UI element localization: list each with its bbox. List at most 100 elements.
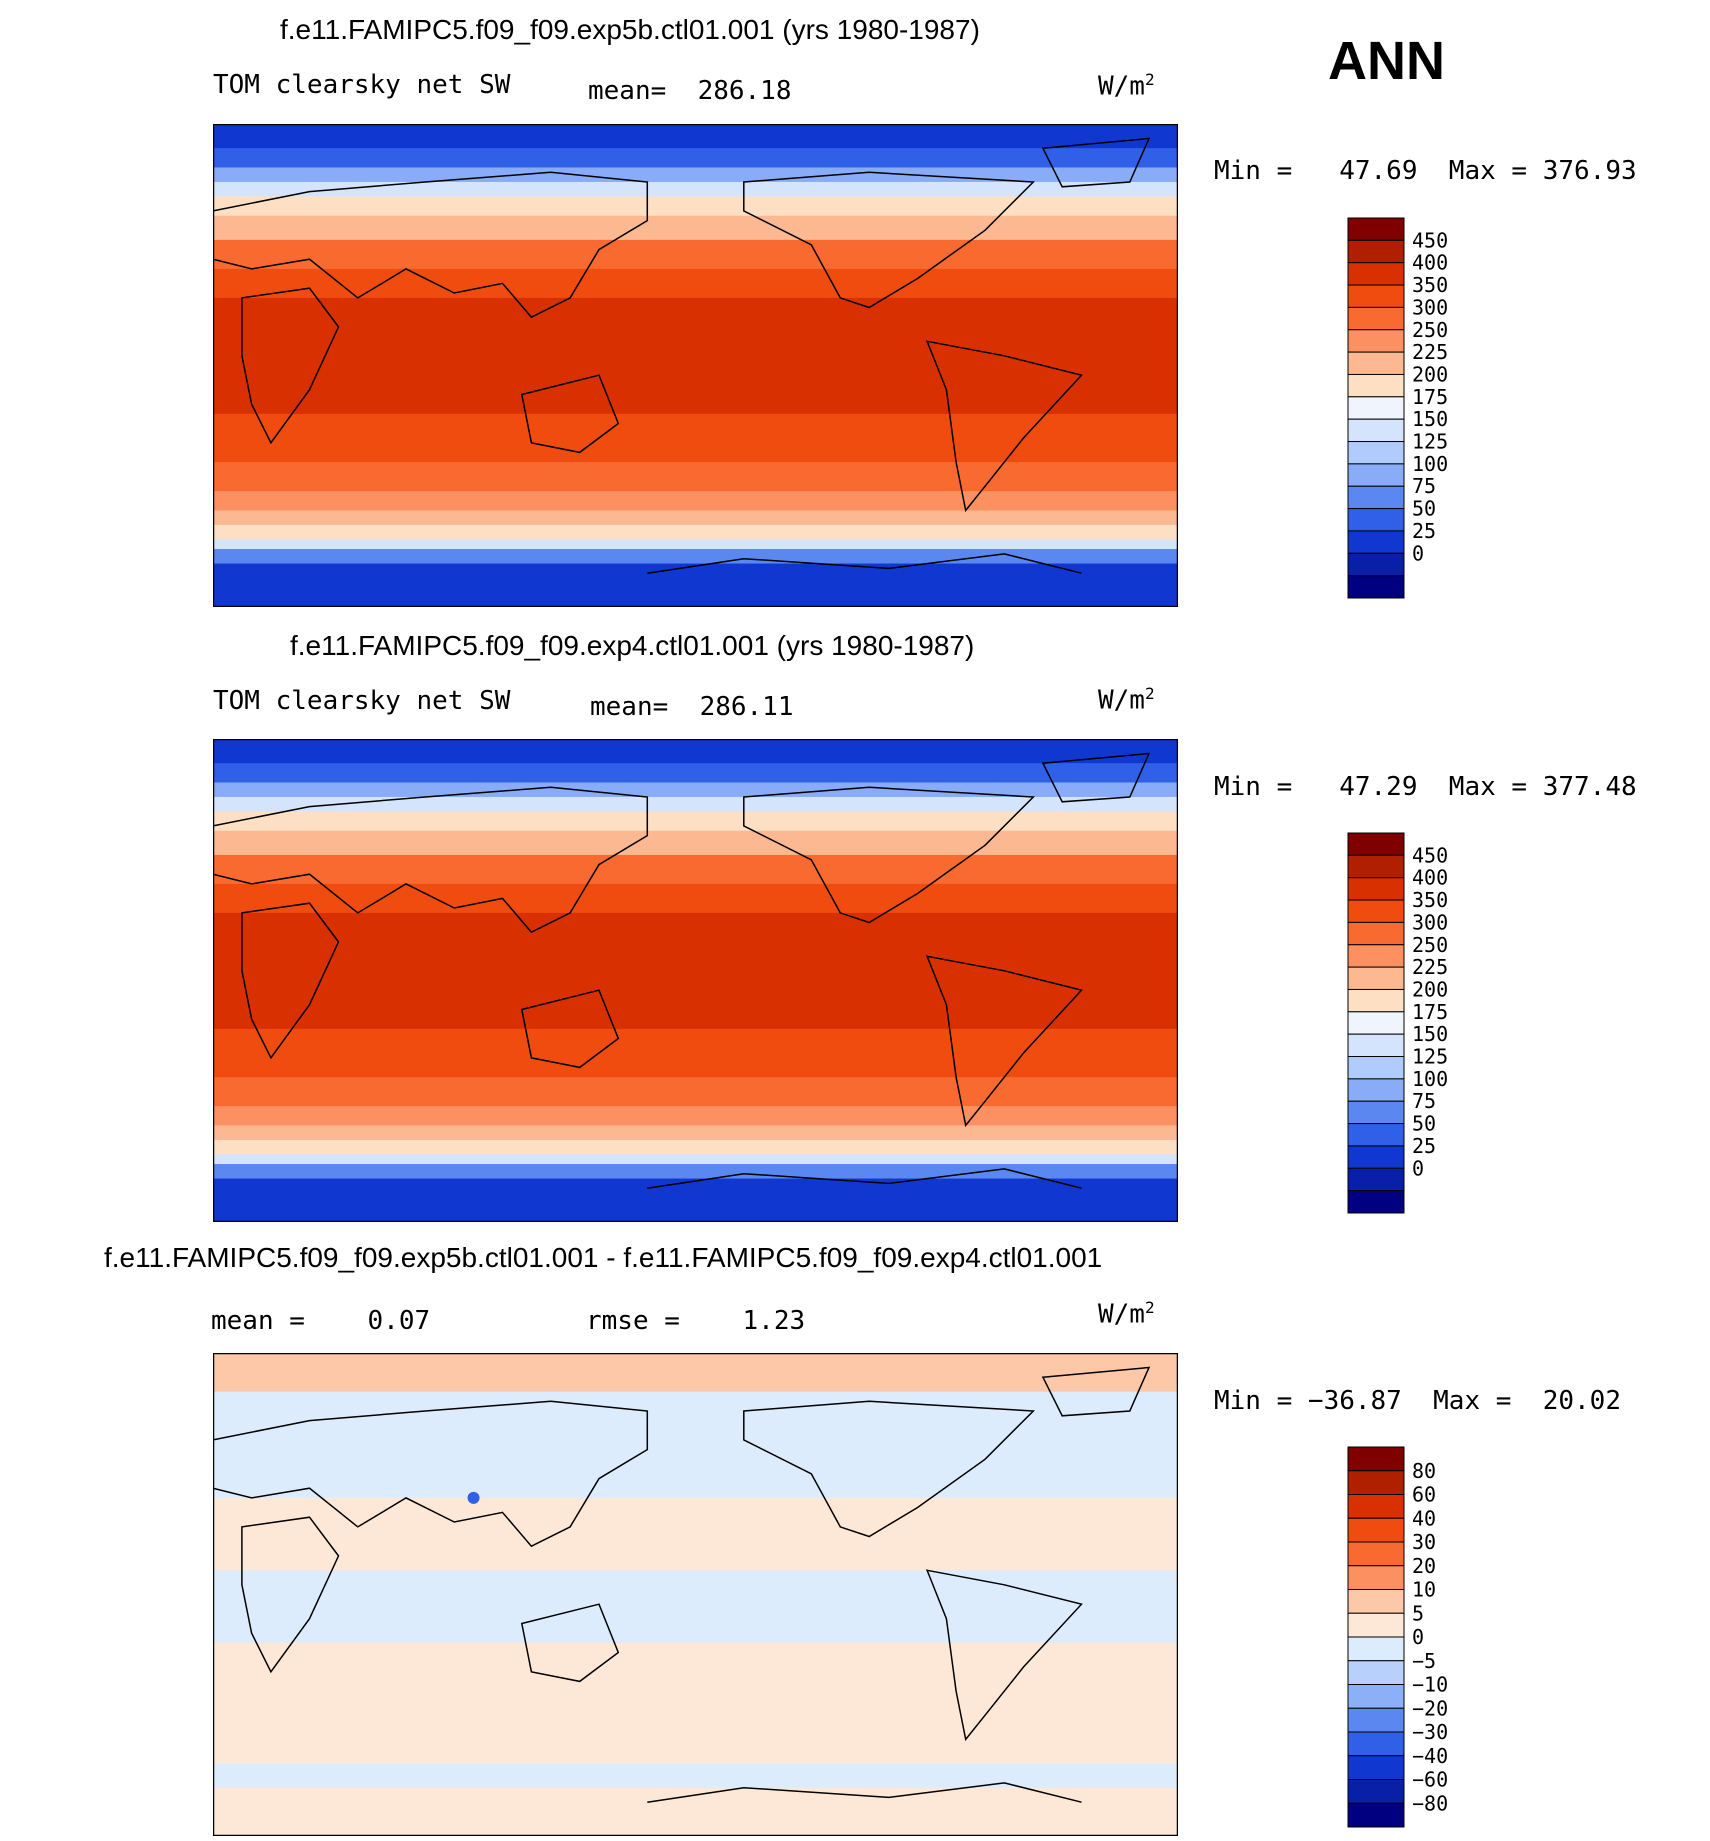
colorbar-tick-label: 40: [1412, 1506, 1436, 1530]
colorbar-swatch: [1347, 418, 1405, 443]
colorbar-swatch: [1347, 988, 1405, 1013]
colorbar-tick-label: 350: [1412, 888, 1448, 912]
colorbar-tick-label: 10: [1412, 1578, 1436, 1602]
coastline: [520, 374, 620, 454]
contour-band: [213, 1077, 1178, 1108]
coastline: [241, 1516, 340, 1674]
colorbar-swatch: [1347, 921, 1405, 946]
coastline: [647, 1782, 1082, 1803]
colorbar-tick-label: 175: [1412, 1000, 1448, 1024]
colorbar-tick-label: −10: [1412, 1673, 1448, 1697]
colorbar-tick-label: 350: [1412, 273, 1448, 297]
colorbar-tick-label: 300: [1412, 910, 1448, 934]
colorbar-swatch: [1347, 1494, 1405, 1519]
colorbar-tick-label: 225: [1412, 340, 1448, 364]
colorbar-swatch: [1347, 1731, 1405, 1757]
contour-band: [213, 563, 1178, 607]
colorbar-swatch: [1347, 329, 1405, 353]
panel-1-mean-label: mean= 286.18: [588, 76, 792, 106]
contour-band: [213, 196, 1178, 217]
coastline: [925, 1569, 1083, 1742]
contour-band: [213, 854, 1178, 885]
panel-3-title: f.e11.FAMIPC5.f09_f09.exp5b.ctl01.001 - …: [104, 1242, 1103, 1273]
colorbar-swatch: [1347, 217, 1405, 241]
panel-1-units: W/m2: [1098, 70, 1155, 102]
colorbar-swatch: [1347, 262, 1405, 286]
panel-1-minmax: Min = 47.69 Max = 376.93: [1214, 156, 1637, 186]
colorbar-tick-label: −20: [1412, 1696, 1448, 1720]
colorbar-swatch: [1347, 1011, 1405, 1035]
colorbar-swatch: [1347, 441, 1405, 465]
colorbar-swatch: [1347, 396, 1405, 420]
contour-band: [213, 1028, 1178, 1079]
colorbar-tick-label: 450: [1412, 843, 1448, 867]
panel-1-title: f.e11.FAMIPC5.f09_f09.exp5b.ctl01.001 (y…: [280, 14, 980, 45]
contour-band: [213, 462, 1178, 493]
colorbar-swatch: [1347, 1755, 1405, 1780]
colorbar-tick-label: 125: [1412, 430, 1448, 454]
contour-band: [213, 739, 1178, 765]
contour-band: [213, 1125, 1178, 1141]
colorbar-tick-label: 450: [1412, 228, 1448, 252]
colorbar-tick-label: −80: [1412, 1791, 1448, 1815]
colorbar-tick-label: 0: [1412, 1625, 1424, 1649]
colorbar-swatch: [1347, 1707, 1405, 1733]
colorbar-swatch: [1347, 306, 1405, 331]
colorbar-tick-label: 150: [1412, 1022, 1448, 1046]
colorbar-tick-label: 50: [1412, 1112, 1436, 1136]
colorbar-swatch: [1347, 1056, 1405, 1080]
colorbar-swatch: [1347, 530, 1405, 554]
colorbar-swatch: [1347, 1190, 1405, 1214]
contour-band: [213, 268, 1178, 299]
colorbar-tick-label: 225: [1412, 955, 1448, 979]
coastline: [647, 553, 1082, 574]
panel-1-variable-label: TOM clearsky net SW: [213, 70, 511, 100]
colorbar-tick-label: 30: [1412, 1530, 1436, 1554]
contour-band: [213, 524, 1178, 541]
contour-band: [213, 956, 1178, 1030]
colorbar-swatch: [1347, 485, 1405, 510]
panel-2-mean-label: mean= 286.11: [590, 692, 794, 722]
colorbar-tick-label: −30: [1412, 1720, 1448, 1744]
contour-band: [213, 167, 1178, 183]
panel-3-minmax: Min = −36.87 Max = 20.02: [1214, 1386, 1621, 1416]
coastline: [925, 955, 1083, 1128]
coastline: [520, 1603, 620, 1683]
panel-2-minmax: Min = 47.29 Max = 377.48: [1214, 772, 1637, 802]
coastline: [925, 340, 1083, 513]
panel-3-mean-label: mean = 0.07: [211, 1306, 431, 1336]
contour-band: [213, 1391, 1178, 1499]
colorbar-swatch: [1347, 284, 1405, 308]
contour-band: [213, 1570, 1178, 1644]
colorbar-swatch: [1347, 832, 1405, 856]
contour-band: [213, 1497, 1178, 1572]
coastline: [743, 1400, 1036, 1538]
colorbar-tick-label: 25: [1412, 1134, 1436, 1158]
coastline: [213, 1400, 649, 1548]
contour-band: [213, 1164, 1178, 1180]
coastline: [213, 171, 649, 319]
colorbar-swatch: [1347, 552, 1405, 577]
colorbar-tick-label: 250: [1412, 933, 1448, 957]
colorbar-tick-label: 60: [1412, 1483, 1436, 1507]
colorbar-tick-label: 80: [1412, 1459, 1436, 1483]
coastline: [743, 786, 1036, 924]
colorbar-swatch: [1347, 1636, 1405, 1662]
contour-band: [213, 1642, 1178, 1765]
colorbar-tick-label: 25: [1412, 519, 1436, 543]
colorbar-swatch: [1347, 1033, 1405, 1058]
colorbar-swatch: [1347, 239, 1405, 264]
coastline: [1041, 1366, 1151, 1417]
colorbar-swatch: [1347, 1078, 1405, 1102]
contour-band: [213, 239, 1178, 270]
colorbar-swatch: [1347, 966, 1405, 990]
colorbar-swatch: [1347, 1100, 1405, 1125]
colorbar-swatch: [1347, 508, 1405, 532]
coastline: [213, 786, 649, 934]
coastline: [1041, 137, 1151, 188]
colorbar-swatch: [1347, 1684, 1405, 1709]
contour-band: [213, 413, 1178, 464]
map-frame: [213, 739, 1178, 1222]
